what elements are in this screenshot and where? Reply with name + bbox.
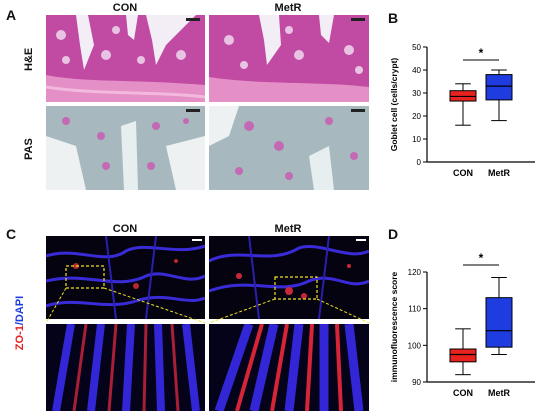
y-tick-label: 120 <box>408 268 422 277</box>
panel-letter-c: C <box>6 226 17 242</box>
significance-star: * <box>479 251 484 265</box>
he-con-image <box>46 15 205 102</box>
significance-star: * <box>479 46 484 60</box>
pas-con-texture <box>46 106 205 190</box>
if-metr-zoom-image <box>209 324 369 411</box>
if-con-overview-image <box>46 236 205 319</box>
x-tick-label: MetR <box>488 388 510 398</box>
y-tick-label: 100 <box>408 341 422 350</box>
box-metr <box>485 74 513 101</box>
y-tick-label: 0 <box>417 158 422 167</box>
y-tick-label: 30 <box>412 89 421 98</box>
pas-con-image <box>46 106 205 190</box>
col-header-metr-c: MetR <box>274 223 302 235</box>
he-metr-texture <box>209 15 369 102</box>
he-metr-image <box>209 15 369 102</box>
chart-d: 90 100 110 120 immunofluorescence score CON Me… <box>389 251 535 398</box>
box-con <box>449 348 477 363</box>
y-axis-label: immunofluorescence score <box>389 271 399 382</box>
if-metr-overview-texture <box>209 236 369 319</box>
y-tick-label: 10 <box>412 135 421 144</box>
y-tick-label: 50 <box>412 43 421 52</box>
col-header-con-c: CON <box>112 223 138 235</box>
col-header-metr-a: MetR <box>274 2 302 14</box>
panel-letter-b: B <box>388 10 399 26</box>
if-con-zoom-texture <box>46 324 205 411</box>
panel-letter-d: D <box>388 226 399 242</box>
y-tick-label: 20 <box>412 112 421 121</box>
y-axis-label: Goblet cell (cells/crypt) <box>389 58 399 152</box>
y-tick-label: 110 <box>408 305 421 314</box>
pas-metr-texture <box>209 106 369 190</box>
if-con-overview-texture <box>46 236 205 319</box>
if-metr-zoom-texture <box>209 324 369 411</box>
panel-letter-a: A <box>6 7 17 23</box>
if-metr-overview-image <box>209 236 369 319</box>
x-tick-label: CON <box>453 388 473 398</box>
he-con-texture <box>46 15 205 102</box>
x-tick-label: CON <box>453 168 473 178</box>
col-header-con-a: CON <box>112 2 138 14</box>
pas-metr-image <box>209 106 369 190</box>
if-con-zoom-image <box>46 324 205 411</box>
x-tick-label: MetR <box>488 168 510 178</box>
box-metr <box>485 297 513 348</box>
chart-b: 0 10 20 30 40 50 Goblet cell (cells/crypt) CON M… <box>389 43 535 178</box>
y-tick-label: 40 <box>412 66 421 75</box>
y-tick-label: 90 <box>412 378 421 387</box>
